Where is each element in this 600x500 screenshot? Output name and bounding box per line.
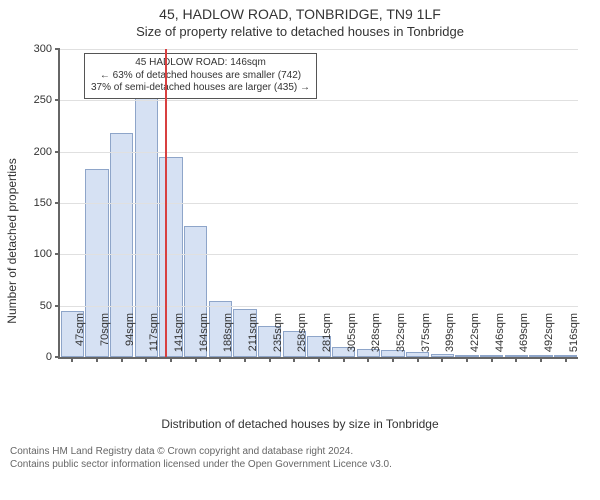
y-tick-label: 150 — [34, 197, 60, 209]
x-tick-label: 117sqm — [148, 313, 160, 363]
footer-line-1: Contains HM Land Registry data © Crown c… — [10, 445, 590, 458]
annotation-line-3: 37% of semi-detached houses are larger (… — [91, 82, 310, 95]
reference-line — [165, 49, 167, 357]
x-tick-mark — [343, 357, 345, 362]
x-tick-label: 235sqm — [272, 313, 284, 363]
grid-line — [60, 152, 578, 153]
annotation-box: 45 HADLOW ROAD: 146sqm ← 63% of detached… — [84, 53, 317, 99]
x-tick-label: 188sqm — [222, 313, 234, 363]
x-tick-label: 305sqm — [346, 313, 358, 363]
x-tick-label: 164sqm — [198, 313, 210, 363]
y-tick-label: 50 — [40, 300, 60, 312]
x-tick-mark — [466, 357, 468, 362]
plot-area: 45 HADLOW ROAD: 146sqm ← 63% of detached… — [58, 49, 578, 359]
grid-line — [60, 254, 578, 255]
x-tick-label: 492sqm — [543, 313, 555, 363]
annotation-line-2: ← 63% of detached houses are smaller (74… — [91, 70, 310, 83]
x-axis-label: Distribution of detached houses by size … — [0, 417, 600, 431]
x-tick-mark — [540, 357, 542, 362]
x-tick-label: 399sqm — [444, 313, 456, 363]
x-tick-mark — [269, 357, 271, 362]
x-tick-mark — [121, 357, 123, 362]
x-tick-mark — [565, 357, 567, 362]
y-tick-label: 100 — [34, 248, 60, 260]
x-tick-label: 352sqm — [395, 313, 407, 363]
y-tick-label: 200 — [34, 146, 60, 158]
x-tick-label: 258sqm — [296, 313, 308, 363]
x-tick-label: 70sqm — [99, 313, 111, 363]
x-tick-label: 422sqm — [469, 313, 481, 363]
grid-line — [60, 100, 578, 101]
annotation-line-1: 45 HADLOW ROAD: 146sqm — [91, 57, 310, 70]
y-axis-label: Number of detached properties — [5, 91, 19, 391]
chart-subtitle: Size of property relative to detached ho… — [0, 22, 600, 41]
x-tick-mark — [392, 357, 394, 362]
x-tick-label: 94sqm — [124, 313, 136, 363]
x-tick-label: 281sqm — [321, 313, 333, 363]
chart-container: Number of detached properties 45 HADLOW … — [0, 41, 600, 441]
x-tick-mark — [96, 357, 98, 362]
grid-line — [60, 203, 578, 204]
address-title: 45, HADLOW ROAD, TONBRIDGE, TN9 1LF — [0, 0, 600, 22]
footer-line-2: Contains public sector information licen… — [10, 458, 590, 471]
x-tick-mark — [170, 357, 172, 362]
grid-line — [60, 306, 578, 307]
y-tick-label: 300 — [34, 43, 60, 55]
x-tick-label: 516sqm — [568, 313, 580, 363]
x-tick-mark — [417, 357, 419, 362]
x-tick-label: 211sqm — [247, 313, 259, 363]
x-tick-mark — [318, 357, 320, 362]
x-tick-label: 446sqm — [494, 313, 506, 363]
x-tick-label: 328sqm — [370, 313, 382, 363]
y-tick-label: 250 — [34, 94, 60, 106]
x-tick-label: 47sqm — [74, 313, 86, 363]
attribution-footer: Contains HM Land Registry data © Crown c… — [0, 441, 600, 477]
x-tick-label: 141sqm — [173, 313, 185, 363]
y-tick-label: 0 — [46, 351, 60, 363]
grid-line — [60, 49, 578, 50]
x-tick-mark — [491, 357, 493, 362]
x-tick-mark — [195, 357, 197, 362]
x-tick-label: 469sqm — [518, 313, 530, 363]
x-tick-label: 375sqm — [420, 313, 432, 363]
x-tick-mark — [244, 357, 246, 362]
